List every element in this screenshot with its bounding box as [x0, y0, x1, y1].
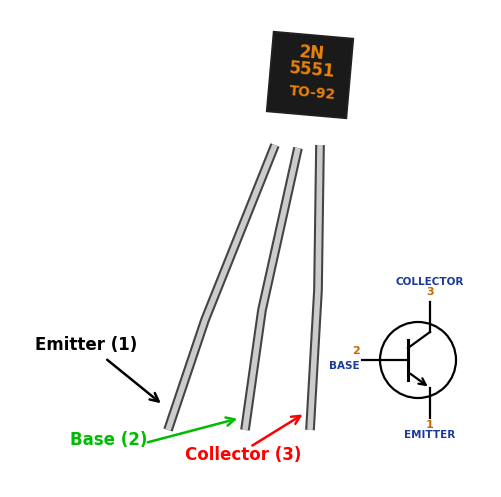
Text: TO-92: TO-92	[289, 84, 337, 102]
Text: 2: 2	[352, 346, 360, 356]
Polygon shape	[267, 32, 353, 118]
Text: 3: 3	[426, 287, 434, 297]
Text: 1: 1	[426, 420, 434, 430]
Text: 5551: 5551	[288, 59, 336, 81]
Text: COLLECTOR: COLLECTOR	[396, 277, 464, 287]
Text: 2N: 2N	[299, 43, 326, 63]
Text: Emitter (1): Emitter (1)	[35, 336, 137, 354]
Text: Base (2): Base (2)	[70, 431, 147, 449]
Text: Collector (3): Collector (3)	[185, 446, 302, 464]
Text: BASE: BASE	[329, 361, 360, 371]
Text: EMITTER: EMITTER	[404, 430, 455, 440]
